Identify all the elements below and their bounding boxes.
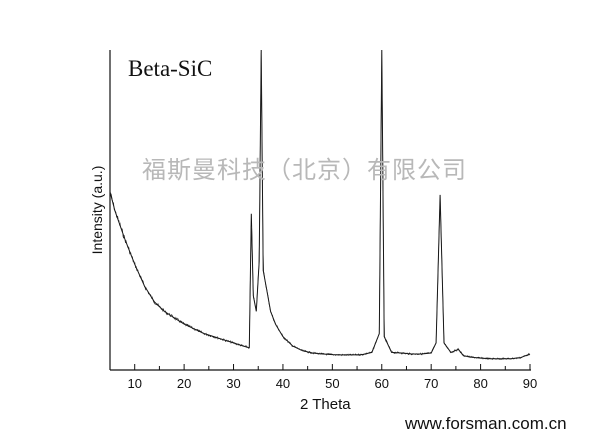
x-tick-label: 40 — [275, 376, 291, 391]
x-tick-label: 20 — [176, 376, 192, 391]
y-axis-label: Intensity (a.u.) — [89, 165, 105, 255]
x-tick-label: 60 — [374, 376, 389, 391]
x-tick-label: 50 — [325, 376, 340, 391]
footer-url: www.forsman.com.cn — [405, 414, 567, 433]
chart-title: Beta-SiC — [128, 56, 213, 81]
x-tick-label: 10 — [127, 376, 142, 391]
x-tick-label: 90 — [522, 376, 538, 391]
xrd-noise — [109, 52, 530, 361]
x-axis-label: 2 Theta — [300, 396, 351, 413]
x-tick-label: 70 — [423, 376, 439, 391]
watermark: 福斯曼科技（北京）有限公司 — [142, 157, 467, 184]
x-tick-label: 80 — [473, 376, 488, 391]
xrd-trace — [109, 49, 531, 360]
x-axis-ticks — [134, 364, 531, 370]
x-tick-label: 30 — [226, 376, 241, 391]
